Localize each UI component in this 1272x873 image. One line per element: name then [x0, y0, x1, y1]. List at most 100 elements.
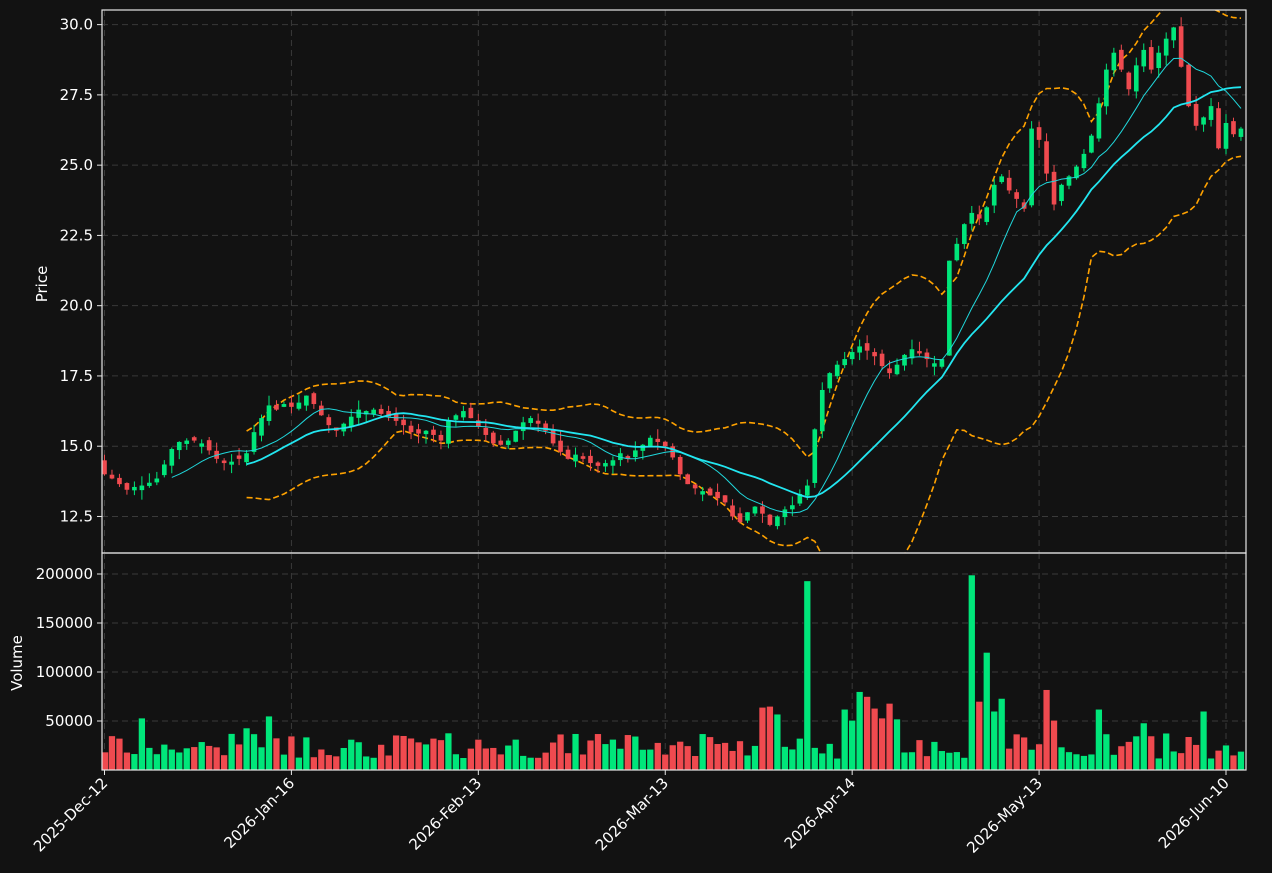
volume-bar: [766, 705, 774, 771]
candle-body: [520, 422, 526, 432]
candle-body: [1021, 202, 1027, 209]
volume-bar: [683, 745, 692, 771]
candle-body: [490, 432, 496, 444]
volume-bar: [362, 755, 370, 771]
candle-body: [461, 411, 466, 418]
volume-bar: [467, 748, 475, 771]
candle-body: [819, 389, 825, 432]
volume-bar: [1035, 743, 1043, 771]
volume-bar: [631, 735, 640, 771]
volume-bar: [1162, 732, 1170, 771]
volume-bar: [1184, 736, 1193, 771]
candle-body: [767, 514, 773, 525]
candle-body: [722, 495, 728, 503]
candle-body: [423, 430, 429, 435]
candle-body: [348, 416, 354, 428]
volume-bar: [511, 739, 520, 771]
candle-body: [700, 491, 705, 495]
bollinger-bands: [246, 10, 1242, 553]
candle-body: [1216, 108, 1221, 149]
candle-body: [1089, 135, 1094, 153]
candle-body: [565, 449, 571, 459]
volume-bar: [654, 742, 662, 771]
candle-body: [363, 411, 369, 415]
volume-bar: [968, 574, 976, 771]
moving-averages: [171, 57, 1242, 514]
volume-bar: [272, 737, 281, 771]
candle-body: [1006, 177, 1012, 191]
price-tick-label: 22.5: [60, 226, 93, 244]
volume-bar: [407, 737, 415, 771]
volume-bar: [1057, 746, 1066, 771]
candle-body: [199, 443, 205, 447]
volume-bar: [399, 735, 408, 771]
candle-body: [281, 404, 287, 407]
candle-body: [872, 352, 877, 357]
candle-body: [476, 420, 481, 427]
candle-body: [707, 488, 713, 496]
candle-body: [498, 440, 504, 445]
volume-bar: [1102, 733, 1111, 771]
volume-bar: [1087, 753, 1096, 771]
volume-bar: [489, 747, 498, 771]
candle-body: [356, 409, 362, 418]
volume-bar: [175, 751, 184, 771]
volume-bar: [317, 748, 326, 771]
volume-bar: [108, 735, 116, 771]
candle-body: [715, 491, 720, 499]
candle-body: [677, 456, 683, 475]
volume-bar: [482, 747, 490, 771]
candle-body: [797, 493, 803, 504]
volume-bar: [242, 727, 251, 771]
candle-body: [1066, 176, 1072, 186]
volume-panel: 50000 100000 150000 200000 Volume: [8, 552, 1247, 771]
candle-body: [236, 455, 242, 459]
volume-axis-label: Volume: [8, 635, 26, 691]
candle-body: [909, 349, 915, 359]
volume-bar: [250, 733, 258, 771]
volume-bar: [444, 732, 453, 771]
volume-bar: [609, 739, 617, 771]
volume-bar: [818, 752, 826, 771]
candle-body: [984, 207, 990, 222]
volume-bar: [1222, 744, 1230, 771]
candle-body: [468, 407, 474, 419]
candle-body: [378, 408, 384, 414]
volume-bar: [302, 736, 311, 771]
volume-bar: [160, 744, 169, 771]
volume-bar: [332, 755, 341, 771]
candle-body: [864, 343, 870, 351]
candle-body: [1148, 47, 1154, 70]
volume-bar: [870, 707, 879, 771]
volume-bar: [220, 754, 228, 771]
candle-body: [1171, 27, 1176, 41]
candle-body: [976, 214, 982, 219]
candle-body: [1193, 103, 1199, 126]
candle-body: [902, 354, 907, 366]
candle-body: [1036, 127, 1042, 140]
candle-body: [132, 486, 137, 491]
candle-body: [550, 429, 556, 444]
candle-body: [1074, 166, 1079, 179]
candle-body: [289, 402, 294, 407]
price-gridlines: [102, 10, 1246, 553]
price-y-ticks: 12.5 15.0 17.5 20.0 22.5 25.0 27.5 30.0: [60, 16, 102, 525]
volume-bar: [101, 751, 110, 771]
volume-bar: [534, 757, 542, 771]
volume-bar: [1125, 741, 1133, 771]
candle-body: [1119, 49, 1124, 70]
volume-bar: [1072, 753, 1081, 771]
candle-body: [752, 506, 758, 514]
candle-body: [917, 351, 922, 354]
volume-bar: [145, 747, 154, 771]
candle-body: [1201, 117, 1206, 125]
candle-body: [610, 460, 616, 466]
candle-body: [513, 430, 519, 442]
volume-bar: [945, 752, 954, 771]
volume-bar: [586, 739, 595, 771]
candle-body: [1141, 49, 1147, 67]
bollinger-upper-line: [246, 10, 1242, 459]
candle-body: [790, 505, 795, 510]
volume-bar: [938, 750, 946, 771]
candle-body: [999, 176, 1005, 183]
